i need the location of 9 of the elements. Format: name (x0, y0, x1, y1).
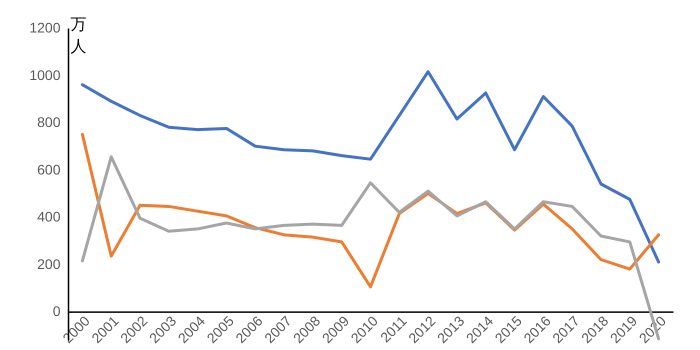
y-tick-label: 1200 (29, 20, 61, 36)
y-tick-label: 800 (37, 114, 61, 130)
line-series (80, 70, 660, 264)
y-tick-label: 0 (52, 303, 61, 320)
y-tick-label: 1000 (29, 66, 61, 83)
y-tick-label: 400 (37, 208, 61, 225)
y-axis-title: 万人 (70, 14, 86, 56)
y-tick-label: 200 (37, 256, 61, 272)
y-tick-label: 600 (37, 161, 61, 178)
